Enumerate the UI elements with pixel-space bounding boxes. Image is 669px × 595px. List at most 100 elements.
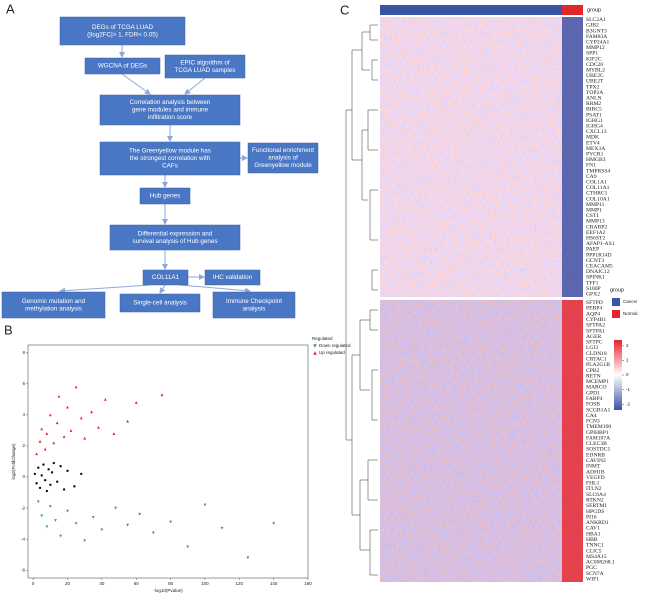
flow-text: Functional enrichment (252, 147, 314, 154)
gene-label: HS6ST2 (586, 235, 605, 241)
gene-label: CTHRC1 (586, 191, 608, 197)
gene-label: IGHG1 (586, 118, 603, 124)
gene-label: CDC20 (586, 62, 603, 68)
gene-label: MS4A15 (586, 554, 607, 560)
y-tick-label: -4 (21, 536, 25, 541)
gene-label: CRABP2 (586, 224, 607, 230)
heatmap-wash (562, 17, 583, 297)
gene-label: CST1 (586, 213, 599, 219)
x-tick-label: 20 (65, 581, 71, 586)
flow-text: WGCNA of DEGs (98, 63, 147, 70)
point (100, 528, 104, 532)
gene-label: FHL1 (586, 481, 600, 487)
gene-label: PSAT1 (586, 112, 602, 118)
gene-label: FABP4 (586, 396, 603, 402)
gene-label: TMEM100 (586, 424, 611, 430)
flow-box (59, 16, 186, 46)
flow-text: COL11A1 (152, 274, 180, 281)
gene-label: WIF1 (586, 576, 599, 582)
gene-label: PPP1R14D (586, 252, 612, 258)
gene-label: COL11A1 (586, 185, 610, 191)
point (220, 526, 224, 530)
x-tick-label: 100 (201, 581, 209, 586)
gene-label: S100P (586, 286, 601, 292)
x-tick-label: 160 (304, 581, 312, 586)
legend-marker (313, 351, 317, 355)
flow-node: Hub genes (139, 187, 191, 205)
flow-text: Correlation analysis between (130, 99, 211, 106)
gene-label: RRM2 (586, 101, 601, 107)
gene-label: B3GNT3 (586, 28, 607, 34)
gene-label: ETV4 (586, 140, 600, 146)
flow-text: analysis (243, 305, 266, 312)
gene-label: COL10A1 (586, 196, 610, 202)
point (50, 471, 54, 474)
point (66, 509, 69, 513)
point (33, 472, 37, 476)
plot-area (27, 344, 309, 579)
x-axis-label: -log10(Pvalue) (153, 588, 183, 593)
gene-label: SFTPD (586, 300, 603, 306)
gene-label: SCN7A (586, 571, 604, 577)
gene-label: DNAJC12 (586, 269, 610, 275)
flow-box (84, 57, 161, 75)
gene-label: INMT (586, 464, 601, 470)
gene-label: PI16 (586, 514, 597, 520)
point (56, 480, 59, 483)
gene-label: PLA2G1B (586, 362, 610, 368)
gene-label: MDK (586, 135, 599, 141)
gene-label: SERTM1 (586, 503, 607, 509)
gene-label: FN1 (586, 163, 596, 169)
gene-label: COL1A1 (586, 179, 607, 185)
gene-label: TPX2 (586, 84, 600, 90)
point (66, 469, 69, 473)
flow-text: The Greenyellow module has (129, 148, 211, 155)
point (66, 405, 69, 409)
point (169, 520, 172, 524)
point (74, 385, 78, 389)
gene-label: FCN3 (586, 419, 600, 425)
point (42, 463, 45, 466)
gene-label: KIF2C (586, 56, 602, 62)
point (186, 545, 190, 549)
flow-arrows (59, 45, 251, 294)
point (62, 488, 66, 491)
color-tick-label: -2 (626, 401, 630, 406)
flow-box (99, 94, 241, 126)
gene-label: SLC2A1 (586, 17, 606, 23)
flow-text: Genomic mutation and (22, 298, 86, 305)
gene-label: TNNC1 (586, 543, 604, 549)
flow-text: methylation analysis (25, 305, 82, 312)
gene-label: TOP2A (586, 90, 603, 96)
gene-label: FAM107A (586, 435, 610, 441)
gene-label: PGC (586, 565, 597, 571)
legend-label: Cancer (623, 299, 638, 304)
y-tick-label: 0 (22, 474, 25, 479)
gene-label: SOSTDC1 (586, 447, 610, 453)
point (48, 413, 52, 417)
point (151, 531, 155, 535)
point (80, 472, 83, 476)
point (47, 468, 50, 471)
legend-label: Normal (623, 311, 638, 316)
flow-text: analysis of (268, 155, 298, 162)
heatmap-wash (562, 300, 583, 582)
point (59, 464, 62, 468)
gene-label: GPX2 (586, 291, 600, 297)
gene-label: PAEP (586, 247, 599, 253)
gene-label: UBE2T (586, 79, 604, 85)
flow-box (1, 291, 106, 319)
point (45, 432, 49, 435)
gene-label: CAV1 (586, 526, 600, 532)
point (83, 436, 87, 440)
gene-label: GPD1 (586, 390, 600, 396)
point (57, 394, 61, 398)
flow-box (109, 224, 241, 251)
point (114, 506, 118, 510)
flow-node: COL11A1 (142, 269, 189, 286)
gene-label: PYCR1 (586, 151, 604, 157)
point (43, 478, 47, 482)
gene-label: SFTPA2 (586, 323, 605, 329)
